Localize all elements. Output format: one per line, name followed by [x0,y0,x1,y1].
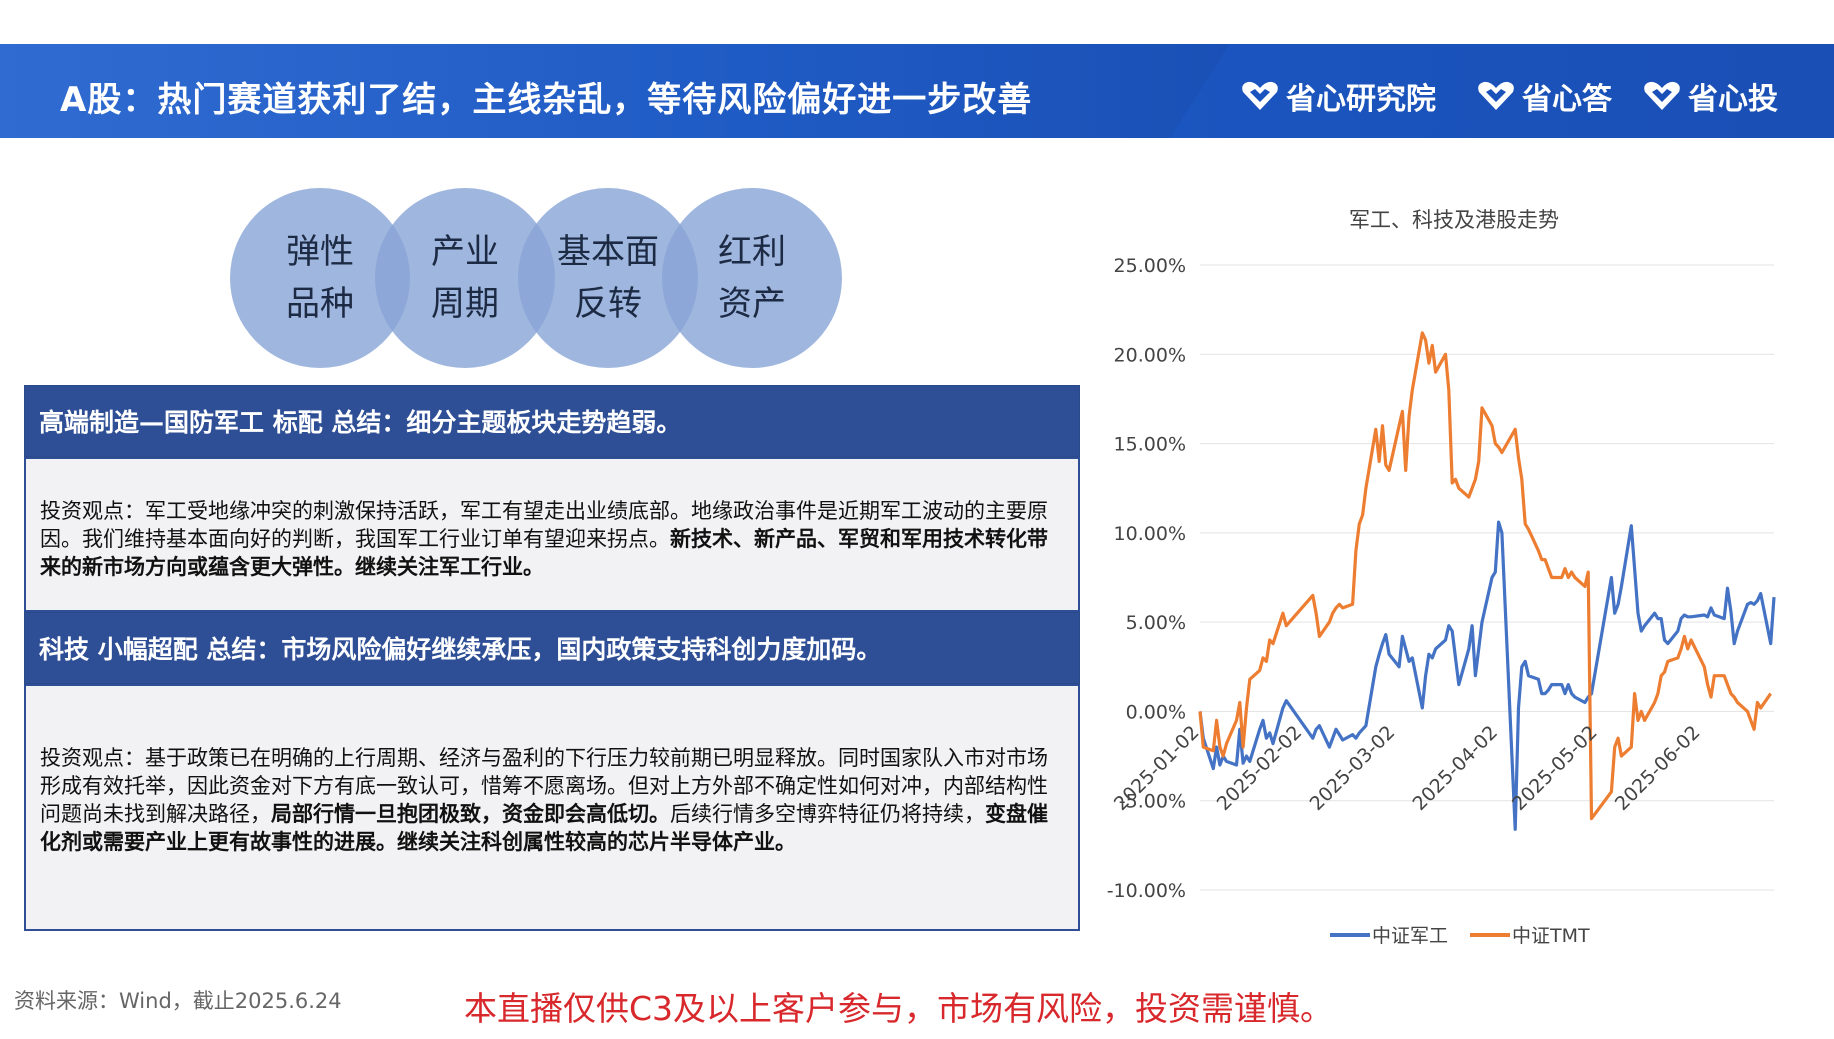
risk-warning: 本直播仅供C3及以上客户参与，市场有风险，投资需谨慎。 [464,989,1334,1028]
y-tick-label: 10.00% [1114,523,1186,545]
header-band [0,44,1240,138]
bubble-line: 红利 [718,232,786,272]
legend-label: 中证TMT [1512,925,1590,947]
heart-logo-icon [1242,81,1278,110]
section-military-body: 投资观点：军工受地缘冲突的刺激保持活跃，军工有望走出业绩底部。地缘政治事件是近期… [24,457,1080,612]
bold-text: 新技术、新产品、军贸和军用技术转化带来的新市场方向或蕴含更大弹性。继续关注军工行… [40,527,1048,579]
y-tick-label: 15.00% [1114,434,1186,456]
section-military-heading: 高端制造—国防军工 标配 总结：细分主题板块走势趋弱。 [24,385,1080,457]
bubble-line: 品种 [286,284,354,324]
bubble-line: 基本面 [557,232,659,272]
data-source-note: 资料来源：Wind，截止2025.6.24 [14,989,342,1013]
brand-label: 省心研究院 [1286,82,1436,117]
bubble-line: 周期 [431,284,499,324]
chart-title: 军工、科技及港股走势 [1349,208,1559,232]
brand-label: 省心投 [1688,82,1778,117]
bubble-line: 产业 [431,232,499,272]
section-military-text: 投资观点：军工受地缘冲突的刺激保持活跃，军工有望走出业绩底部。地缘政治事件是近期… [40,497,1064,581]
bold-text: 变盘催化剂或需要产业上更有故事性的进展。继续关注科创属性较高的芯片半导体产业。 [40,802,1048,854]
y-tick-label: 20.00% [1114,344,1186,366]
section-tech-body: 投资观点：基于政策已在明确的上行周期、经济与盈利的下行压力较前期已明显释放。同时… [24,684,1080,931]
brand-research[interactable]: 省心研究院 [1240,74,1436,118]
brand-invest[interactable]: 省心投 [1642,74,1778,118]
heart-logo-icon [1478,81,1514,110]
series-line-tmt [1198,331,1773,821]
section-tech-text: 投资观点：基于政策已在明确的上行周期、经济与盈利的下行压力较前期已明显释放。同时… [40,744,1064,856]
plain-text: 后续行情多空博弈特征仍将持续， [670,802,985,826]
bold-text: 局部行情一旦抱团极致，资金即会高低切。 [271,802,670,826]
bubble-line: 弹性 [286,232,354,272]
bubble-line: 资产 [718,284,786,324]
header-banner: A股：热门赛道获利了结，主线杂乱，等待风险偏好进一步改善 省心研究院 省心答 省… [0,44,1834,138]
strategy-bubbles: 弹性 品种 产业 周期 基本面 反转 红利 资产 [230,188,850,368]
header-band-right [1170,44,1834,138]
y-tick-label: -10.00% [1107,880,1186,902]
plain-text: 投资观点：基于政策已在明确的上行周期、经济与盈利的下行压力较前期已明显释放。同时… [40,746,1048,826]
trend-chart: 军工、科技及港股走势 -10.00% -5.00% 0.00% 5.00% 10.00%… [1090,195,1834,975]
page-title: A股：热门赛道获利了结，主线杂乱，等待风险偏好进一步改善 [60,80,1033,120]
y-tick-label: 25.00% [1114,255,1186,277]
brand-answer[interactable]: 省心答 [1476,74,1612,118]
bubble-dividend-assets: 红利 资产 [662,188,842,368]
y-tick-label: 0.00% [1126,701,1186,723]
plain-text: 投资观点：军工受地缘冲突的刺激保持活跃，军工有望走出业绩底部。地缘政治事件是近期… [40,499,1048,551]
section-tech-heading: 科技 小幅超配 总结：市场风险偏好继续承压，国内政策支持科创力度加码。 [24,612,1080,684]
heart-logo-icon [1644,81,1680,110]
brand-label: 省心答 [1522,82,1612,117]
legend-label: 中证军工 [1372,925,1448,947]
bubble-line: 反转 [574,284,642,324]
series-line-military [1198,520,1776,831]
y-tick-label: 5.00% [1126,612,1186,634]
trend-chart-svg: 军工、科技及港股走势 -10.00% -5.00% 0.00% 5.00% 10.00%… [1107,208,1776,947]
y-tick-label: -5.00% [1119,791,1186,813]
